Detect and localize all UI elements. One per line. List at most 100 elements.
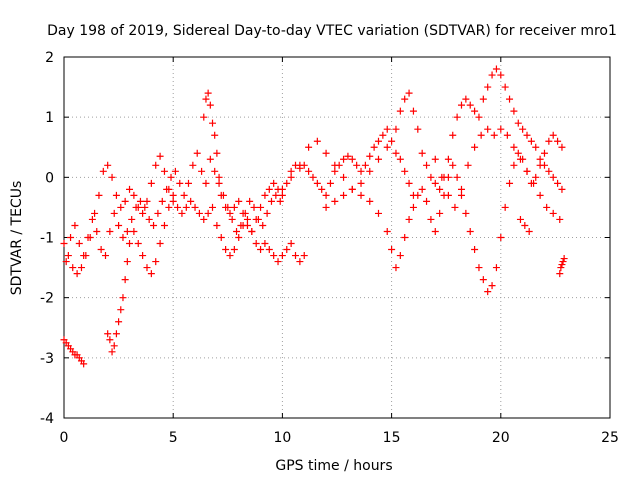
data-point — [514, 119, 522, 127]
x-tick-label: 15 — [383, 430, 401, 446]
data-point — [431, 227, 439, 235]
data-point — [64, 252, 72, 260]
data-point — [374, 209, 382, 217]
data-point — [484, 125, 492, 133]
data-point — [141, 203, 149, 211]
data-point — [414, 125, 422, 133]
data-point — [318, 185, 326, 193]
data-point — [95, 191, 103, 199]
data-point — [340, 191, 348, 199]
data-point — [123, 227, 131, 235]
data-point — [209, 119, 217, 127]
data-point — [521, 221, 529, 229]
data-point — [471, 246, 479, 254]
data-point — [558, 261, 566, 269]
data-point — [503, 131, 511, 139]
data-point — [510, 161, 518, 169]
data-point — [540, 149, 548, 157]
data-point — [215, 173, 223, 181]
data-point — [549, 209, 557, 217]
data-point — [206, 101, 214, 109]
data-point — [106, 336, 114, 344]
data-point — [121, 276, 129, 284]
data-point — [462, 209, 470, 217]
data-point — [488, 71, 496, 79]
series-track-f — [322, 131, 566, 296]
data-point — [501, 203, 509, 211]
data-point — [549, 131, 557, 139]
data-point — [278, 185, 286, 193]
data-point — [180, 191, 188, 199]
data-point — [559, 258, 567, 266]
data-point — [189, 161, 197, 169]
data-point — [93, 227, 101, 235]
data-point — [217, 234, 225, 241]
data-point — [193, 149, 201, 157]
data-point — [104, 330, 112, 338]
data-point — [252, 215, 260, 223]
data-point — [126, 185, 134, 193]
data-point — [331, 161, 339, 169]
data-point — [283, 179, 291, 187]
data-point — [558, 185, 566, 193]
data-point — [322, 149, 330, 157]
data-point — [344, 152, 352, 160]
data-point — [101, 252, 109, 260]
x-tick-label: 0 — [60, 430, 69, 446]
data-point — [361, 161, 369, 169]
data-point — [444, 155, 452, 163]
data-point — [388, 137, 396, 145]
data-point — [348, 155, 356, 163]
data-point — [296, 161, 304, 169]
data-point — [239, 209, 247, 217]
data-point — [230, 246, 238, 254]
data-point — [287, 240, 295, 248]
data-point — [431, 155, 439, 163]
data-point — [444, 191, 452, 199]
data-point — [243, 221, 251, 229]
series-track-h — [60, 215, 568, 368]
y-axis-label: SDTVAR / TECUs — [9, 181, 25, 296]
data-point — [259, 221, 267, 229]
data-point — [396, 107, 404, 115]
data-point — [383, 227, 391, 235]
data-point — [405, 215, 413, 223]
data-point — [237, 221, 245, 229]
data-point — [150, 221, 158, 229]
data-point — [204, 89, 212, 97]
data-point — [449, 161, 457, 169]
data-point — [272, 191, 280, 199]
y-tick-label: -2 — [40, 291, 54, 307]
data-point — [91, 209, 99, 217]
series-track-c — [104, 191, 177, 356]
data-point — [401, 234, 409, 241]
data-point — [409, 203, 417, 211]
data-point — [200, 113, 208, 121]
data-point — [488, 282, 496, 290]
data-point — [143, 197, 151, 205]
data-point — [392, 264, 400, 272]
y-tick-label: 0 — [45, 170, 54, 186]
data-point — [230, 203, 238, 211]
data-point — [436, 209, 444, 217]
data-point — [313, 137, 321, 145]
data-point — [331, 197, 339, 205]
data-point — [147, 179, 155, 187]
data-point — [525, 227, 533, 235]
data-point — [139, 209, 147, 217]
data-point — [110, 209, 118, 217]
data-point — [211, 167, 219, 175]
data-point — [475, 264, 483, 272]
data-point — [497, 71, 505, 79]
data-point — [147, 270, 155, 278]
data-point — [156, 152, 164, 160]
data-point — [97, 246, 105, 254]
data-point — [182, 203, 190, 211]
data-point — [235, 234, 243, 241]
data-point — [514, 149, 522, 157]
data-point — [104, 161, 112, 169]
series-track-b — [62, 149, 284, 266]
data-point — [353, 161, 361, 169]
y-tick-label: 2 — [45, 50, 54, 66]
series-track-a — [60, 152, 308, 278]
